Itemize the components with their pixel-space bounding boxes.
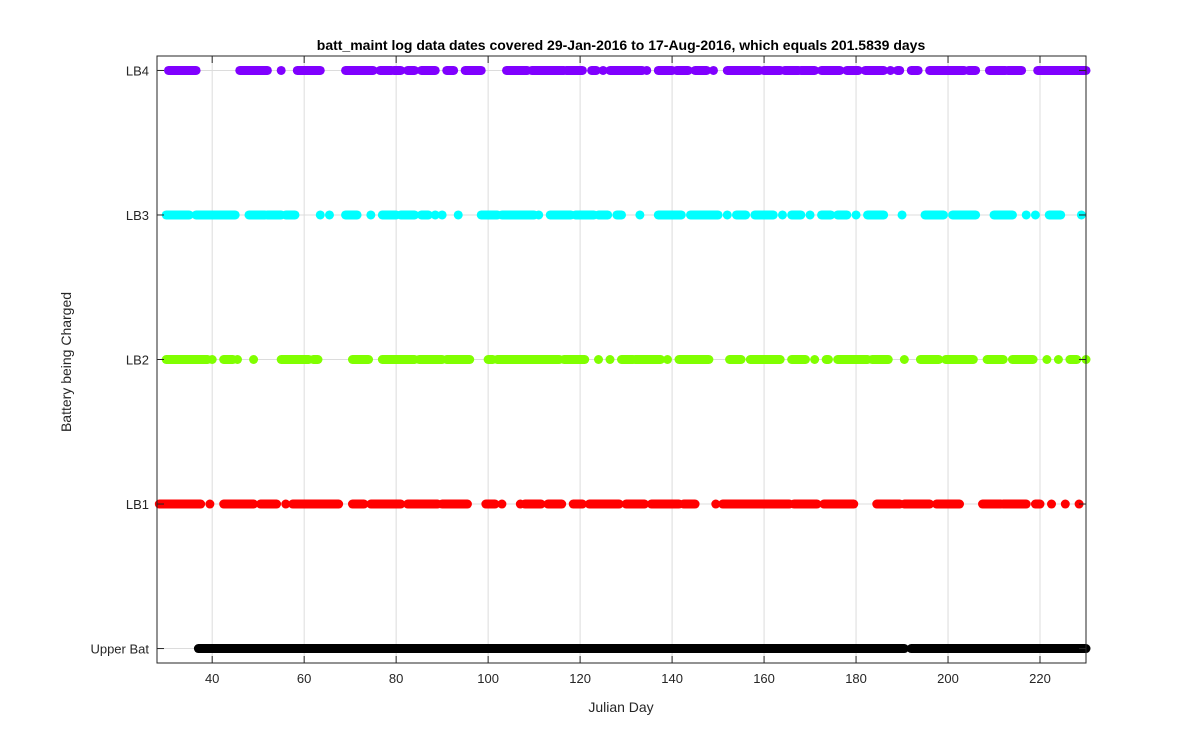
data-point xyxy=(1021,210,1031,220)
x-tick-label: 180 xyxy=(845,671,867,686)
y-tick-label: LB4 xyxy=(126,63,149,78)
series-lb2 xyxy=(161,355,1091,364)
data-point xyxy=(1030,210,1040,220)
series-lb3 xyxy=(161,210,1086,220)
data-point xyxy=(851,210,861,220)
x-tick-label: 100 xyxy=(477,671,499,686)
y-tick-label: LB2 xyxy=(126,353,149,368)
data-point xyxy=(1060,499,1070,509)
x-tick-label: 40 xyxy=(205,671,219,686)
data-point xyxy=(281,499,291,509)
series-lb4 xyxy=(163,65,1091,75)
data-point xyxy=(899,355,909,364)
data-point xyxy=(777,210,787,220)
data-point xyxy=(810,355,820,364)
y-tick-label: LB1 xyxy=(126,497,149,512)
data-point xyxy=(534,210,544,220)
data-point xyxy=(437,210,447,220)
data-point xyxy=(662,355,672,364)
data-point xyxy=(805,210,815,220)
data-point xyxy=(886,65,896,75)
x-tick-label: 200 xyxy=(937,671,959,686)
data-point xyxy=(1047,499,1057,509)
x-tick-label: 60 xyxy=(297,671,311,686)
data-point xyxy=(598,65,608,75)
x-tick-label: 160 xyxy=(753,671,775,686)
x-tick-label: 120 xyxy=(569,671,591,686)
data-point xyxy=(605,355,615,364)
data-point xyxy=(366,210,376,220)
data-point xyxy=(430,210,440,220)
data-point xyxy=(205,499,215,509)
data-point xyxy=(897,210,907,220)
data-markers xyxy=(154,65,1091,654)
data-point xyxy=(207,355,217,364)
data-point xyxy=(1042,355,1052,364)
data-point xyxy=(1053,355,1063,364)
data-point xyxy=(594,355,604,364)
data-point xyxy=(324,210,334,220)
x-tick-label: 140 xyxy=(661,671,683,686)
y-tick-label: Upper Bat xyxy=(90,642,149,657)
data-point xyxy=(635,210,645,220)
data-point xyxy=(711,499,721,509)
x-axis-label: Julian Day xyxy=(588,699,653,715)
data-point xyxy=(276,65,286,75)
data-point xyxy=(722,210,732,220)
y-tick-label: LB3 xyxy=(126,208,149,223)
data-point xyxy=(232,355,242,364)
axis-ticks: 40 60 80 100 120 140 160 180 200 220 Upper Bat LB1 L… xyxy=(90,56,1086,686)
chart-title: batt_maint log data dates covered 29-Jan… xyxy=(317,37,926,53)
data-point xyxy=(315,210,325,220)
data-point xyxy=(497,499,507,509)
x-tick-label: 80 xyxy=(389,671,403,686)
data-point xyxy=(642,65,652,75)
series-lb1 xyxy=(154,499,1084,509)
x-tick-label: 220 xyxy=(1029,671,1051,686)
y-axis-label: Battery being Charged xyxy=(58,292,74,432)
data-point xyxy=(249,355,259,364)
data-point xyxy=(453,210,463,220)
data-point xyxy=(708,65,718,75)
